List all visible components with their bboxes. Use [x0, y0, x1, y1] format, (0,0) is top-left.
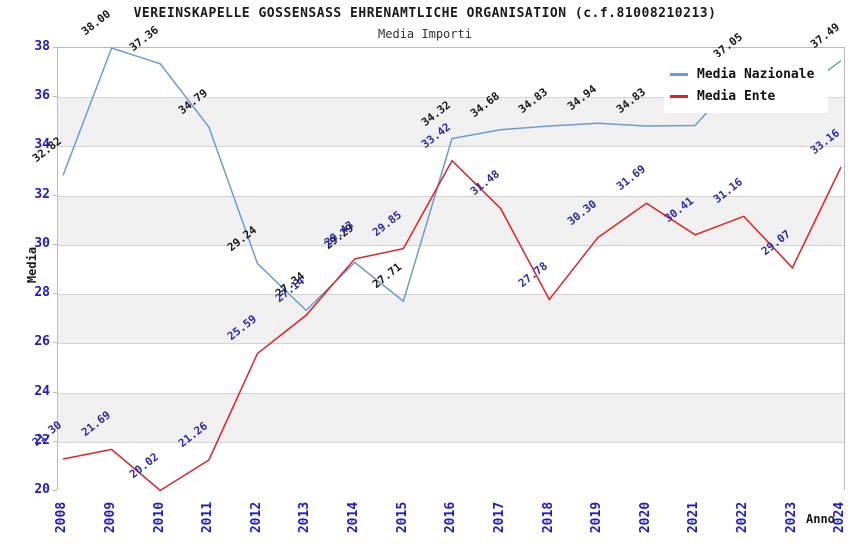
gridline — [58, 195, 844, 197]
y-tick-mark — [53, 47, 57, 48]
x-tick-label: 2018 — [540, 501, 556, 533]
x-tick-label: 2009 — [103, 501, 119, 533]
x-tick-label: 2023 — [783, 501, 799, 533]
plot-band — [58, 195, 844, 245]
x-tick-2012: 2012 — [237, 494, 277, 540]
x-tick-2020: 2020 — [626, 494, 666, 540]
gridline — [58, 343, 844, 345]
x-tick-label: 2022 — [735, 501, 751, 533]
x-tick-2022: 2022 — [723, 494, 763, 540]
y-tick-label: 28 — [34, 285, 50, 301]
legend-label: Media Ente — [697, 88, 776, 104]
x-tick-2009: 2009 — [91, 494, 131, 540]
plot-band — [58, 244, 844, 295]
y-tick-mark — [53, 342, 57, 344]
x-tick-2015: 2015 — [382, 494, 422, 540]
legend-item-media-ente: Media Ente — [670, 85, 820, 107]
x-tick-label: 2012 — [249, 501, 264, 533]
gridline — [58, 146, 844, 148]
y-tick-mark — [53, 194, 57, 196]
x-tick-2013: 2013 — [285, 494, 325, 540]
y-tick-mark — [53, 490, 57, 491]
x-tick-2021: 2021 — [674, 494, 714, 540]
x-tick-2008: 2008 — [42, 494, 82, 540]
x-tick-label: 2013 — [297, 501, 313, 533]
x-tick-label: 2021 — [686, 501, 702, 533]
y-tick-label: 36 — [34, 88, 50, 104]
gridline — [58, 244, 844, 246]
y-tick-label: 32 — [34, 186, 50, 202]
y-tick-mark — [53, 96, 57, 98]
x-tick-label: 2020 — [638, 501, 653, 533]
plot-band — [58, 146, 844, 196]
legend: Media Nazionale Media Ente — [664, 57, 828, 113]
x-tick-label: 2011 — [200, 501, 216, 533]
x-tick-2017: 2017 — [480, 494, 520, 540]
y-tick-label: 30 — [34, 235, 50, 251]
gridline — [58, 97, 844, 99]
x-tick-2010: 2010 — [139, 494, 179, 540]
y-tick-label: 26 — [34, 334, 50, 350]
x-tick-2016: 2016 — [431, 494, 471, 540]
y-tick-mark — [53, 440, 57, 442]
chart-subtitle: Media Importi — [378, 27, 472, 41]
chart-title: VEREINSKAPELLE GOSSENSASS EHRENAMTLICHE … — [133, 6, 717, 21]
x-tick-2014: 2014 — [334, 494, 374, 540]
plot-band — [58, 441, 844, 491]
x-tick-label: 2017 — [492, 501, 508, 533]
gridline — [58, 441, 844, 443]
y-tick-label: 20 — [34, 482, 50, 497]
x-tick-2011: 2011 — [188, 494, 228, 540]
x-tick-label: 2016 — [443, 501, 459, 533]
y-tick-mark — [53, 391, 57, 393]
y-tick-label: 24 — [34, 383, 50, 399]
x-tick-label: 2019 — [589, 501, 605, 533]
series-lines — [62, 47, 842, 492]
plot-band — [58, 343, 844, 393]
y-tick-mark — [53, 145, 57, 147]
y-tick-label: 22 — [34, 432, 50, 448]
plot-band — [58, 392, 844, 442]
y-tick-mark — [53, 243, 57, 245]
legend-item-media-nazionale: Media Nazionale — [670, 63, 820, 85]
x-tick-label: 2015 — [394, 501, 410, 533]
plot-area — [57, 47, 845, 492]
legend-label: Media Nazionale — [697, 66, 815, 82]
y-tick-mark — [53, 293, 57, 295]
x-axis-title: Anno — [806, 512, 835, 526]
legend-swatch — [670, 72, 688, 76]
x-tick-label: 2008 — [54, 501, 70, 533]
x-tick-2018: 2018 — [528, 494, 568, 540]
y-axis-title: Media — [25, 246, 40, 284]
series-line-media-ente — [62, 159, 842, 492]
gridline — [58, 392, 844, 394]
gridline — [58, 294, 844, 296]
x-tick-label: 2010 — [151, 501, 167, 533]
x-tick-label: 2014 — [346, 501, 362, 533]
legend-swatch — [670, 94, 688, 98]
y-tick-label: 38 — [34, 39, 50, 54]
y-tick-label: 34 — [34, 137, 50, 153]
plot-band — [58, 294, 844, 344]
x-tick-2019: 2019 — [577, 494, 617, 540]
